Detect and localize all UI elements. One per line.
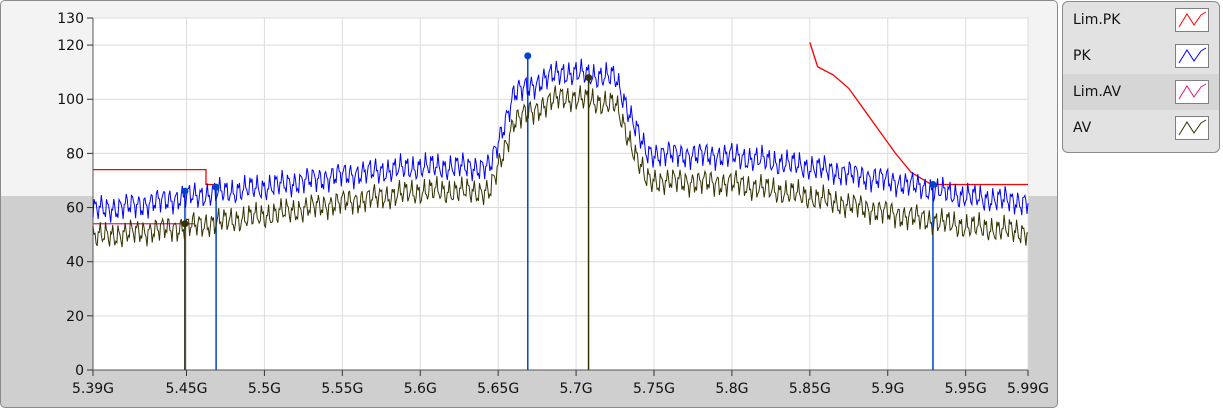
series-line-lim-pk	[809, 42, 1028, 186]
x-tick-label: 5.9G	[871, 381, 904, 397]
graph-frame: 5.39G 5.45G 5.5G 5.55G 5.6G 5.65G 5.7G 5.75G 5.8…	[0, 0, 1058, 408]
zigzag-line-icon	[1178, 11, 1207, 28]
marker-point	[524, 52, 532, 60]
marker-point	[181, 220, 189, 228]
x-tick-label: 5.99G	[1007, 381, 1049, 397]
line-style-swatch-icon[interactable]	[1175, 44, 1209, 68]
legend-label: PK	[1073, 48, 1091, 64]
x-tick-label: 5.5G	[248, 381, 281, 397]
legend-item-pk[interactable]: PK	[1063, 38, 1219, 74]
marker-point	[181, 187, 189, 195]
swatch-line	[1178, 83, 1207, 100]
line-style-swatch-icon[interactable]	[1175, 116, 1209, 140]
legend-item-lim-pk[interactable]: Lim.PK	[1063, 2, 1219, 38]
zigzag-line-icon	[1178, 47, 1207, 64]
y-tick-label: 120	[57, 38, 84, 54]
marker-point	[929, 181, 937, 189]
plot-legend: Lim.PK PK Lim.AV AV	[1062, 1, 1220, 153]
y-tick-label: 20	[66, 309, 84, 325]
x-tick-label: 5.6G	[404, 381, 437, 397]
legend-label: AV	[1073, 120, 1092, 136]
swatch-line	[1178, 11, 1207, 28]
x-tick-label: 5.75G	[633, 381, 675, 397]
x-tick-label: 5.85G	[789, 381, 831, 397]
zigzag-line-icon	[1178, 83, 1207, 100]
y-tick-label: 40	[66, 255, 84, 271]
series-line-pk	[92, 58, 1029, 223]
y-tick-label: 130	[57, 11, 84, 27]
spectrum-plot: 5.39G 5.45G 5.5G 5.55G 5.6G 5.65G 5.7G 5.75G 5.8…	[57, 11, 1049, 397]
swatch-line	[1178, 47, 1207, 64]
y-tick-label: 0	[75, 363, 84, 379]
x-tick-label: 5.8G	[715, 381, 748, 397]
x-tick-label: 5.39G	[72, 381, 114, 397]
swatch-line	[1178, 119, 1207, 136]
x-tick-label: 5.55G	[321, 381, 363, 397]
y-tick-label: 80	[66, 146, 84, 162]
series-line-av	[92, 85, 1029, 248]
x-tick-label: 5.65G	[477, 381, 519, 397]
x-tick-label: 5.7G	[560, 381, 593, 397]
legend-label: Lim.PK	[1073, 12, 1121, 28]
legend-item-av[interactable]: AV	[1063, 110, 1219, 146]
zigzag-line-icon	[1178, 119, 1207, 136]
x-tick-label: 5.95G	[945, 381, 987, 397]
legend-item-lim-av[interactable]: Lim.AV	[1063, 74, 1219, 110]
line-style-swatch-icon[interactable]	[1175, 8, 1209, 32]
marker-point	[585, 74, 593, 82]
y-tick-label: 100	[57, 92, 84, 108]
line-style-swatch-icon[interactable]	[1175, 80, 1209, 104]
legend-label: Lim.AV	[1073, 84, 1122, 100]
x-tick-label: 5.45G	[165, 381, 207, 397]
series-line-lim-pk	[93, 168, 218, 186]
marker-point	[212, 183, 220, 191]
y-tick-label: 60	[66, 201, 84, 217]
